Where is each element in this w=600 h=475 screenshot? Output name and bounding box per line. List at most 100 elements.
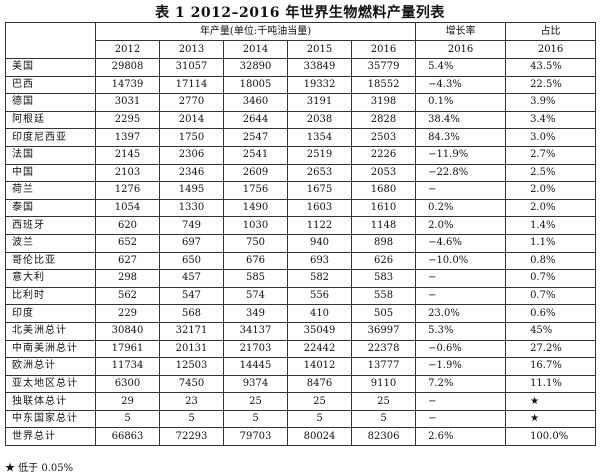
production-value-cell: 2644: [223, 110, 288, 130]
production-value-cell: 23: [159, 392, 224, 411]
growth-rate-cell: −22.8%: [415, 163, 507, 183]
region-name-cell: 世界总计: [5, 427, 96, 447]
growth-rate-cell: −0.6%: [415, 339, 507, 359]
growth-rate-cell: 2.0%: [415, 216, 507, 235]
production-value-cell: 32890: [223, 58, 288, 77]
production-value-cell: 2541: [223, 145, 288, 165]
table-body: 美国 29808 31057 32890 33849 35779 5.4% 43.5% 巴西 14…: [5, 58, 597, 447]
share-cell: ★: [505, 392, 597, 411]
share-cell: ★: [505, 409, 597, 429]
growth-rate-cell: 7.2%: [415, 374, 507, 394]
share-cell: 27.2%: [505, 339, 597, 359]
production-value-cell: 1276: [95, 181, 160, 200]
production-value-cell: 7450: [159, 374, 224, 394]
growth-rate-cell: 38.4%: [415, 110, 507, 130]
region-name-cell: 阿根廷: [5, 110, 96, 130]
production-value-cell: 11734: [95, 357, 160, 376]
production-value-cell: 9374: [223, 374, 288, 394]
production-value-cell: 627: [95, 251, 160, 271]
table-row: 亚太地区总计 6300 7450 9374 8476 9110 7.2% 11.1%: [5, 374, 597, 394]
production-value-cell: 568: [159, 304, 224, 323]
share-cell: 2.0%: [505, 181, 597, 200]
production-value-cell: 3191: [287, 93, 352, 112]
production-value-cell: 22442: [287, 339, 352, 359]
region-name-cell: 独联体总计: [5, 392, 96, 411]
production-value-cell: 2145: [95, 145, 160, 165]
year-header: 2012: [95, 40, 160, 59]
production-value-cell: 1490: [223, 198, 288, 218]
production-value-cell: 12503: [159, 357, 224, 376]
production-value-cell: 29808: [95, 58, 160, 77]
growth-rate-cell: 84.3%: [415, 128, 507, 147]
production-value-cell: 34137: [223, 321, 288, 341]
table-row: 西班牙 620 749 1030 1122 1148 2.0% 1.4%: [5, 216, 597, 235]
production-value-cell: 13777: [350, 357, 417, 376]
production-value-cell: 1495: [159, 181, 224, 200]
growth-rate-cell: −4.6%: [415, 233, 507, 253]
production-value-cell: 626: [350, 251, 417, 271]
production-value-cell: 8476: [287, 374, 352, 394]
production-value-cell: 2519: [287, 145, 352, 165]
production-value-cell: 66863: [95, 427, 160, 447]
production-value-cell: 2306: [159, 145, 224, 165]
region-name-cell: 中国: [5, 163, 96, 183]
year-header: 2014: [223, 40, 288, 59]
region-name-cell: 印度: [5, 304, 96, 323]
region-name-cell: 哥伦比亚: [5, 251, 96, 271]
growth-rate-cell: 5.3%: [415, 321, 507, 341]
table-row: 中南美洲总计 17961 20131 21703 22442 22378 −0.6% 27.2…: [5, 339, 597, 359]
production-value-cell: 574: [223, 286, 288, 306]
share-cell: 0.6%: [505, 304, 597, 323]
production-value-cell: 18005: [223, 75, 288, 95]
year-header: 2016: [350, 40, 417, 59]
production-value-cell: 35779: [350, 58, 417, 77]
production-value-cell: 2770: [159, 93, 224, 112]
production-value-cell: 14445: [223, 357, 288, 376]
production-value-cell: 1675: [287, 181, 352, 200]
production-value-cell: 505: [350, 304, 417, 323]
production-value-cell: 676: [223, 251, 288, 271]
share-cell: 43.5%: [505, 58, 597, 77]
table-row: 比利时 562 547 574 556 558−0.7%: [5, 286, 597, 306]
region-name-cell: 比利时: [5, 286, 96, 306]
growth-rate-cell: 5.4%: [415, 58, 507, 77]
region-name-cell: 泰国: [5, 198, 96, 218]
production-value-cell: 650: [159, 251, 224, 271]
production-value-cell: 17961: [95, 339, 160, 359]
growth-rate-cell: 0.1%: [415, 93, 507, 112]
table-row: 中东国家总计 5 5 5 5 5− ★: [5, 409, 597, 429]
share-cell: 3.0%: [505, 128, 597, 147]
share-year-header: 2016: [505, 40, 597, 59]
region-name-cell: 西班牙: [5, 216, 96, 235]
share-header: 占比: [505, 22, 597, 41]
region-name-cell: 北美洲总计: [5, 321, 96, 341]
production-value-cell: 32171: [159, 321, 224, 341]
growth-rate-cell: −: [415, 409, 507, 429]
production-value-cell: 583: [350, 269, 417, 288]
production-value-cell: 33849: [287, 58, 352, 77]
production-value-cell: 1354: [287, 128, 352, 147]
region-name-cell: 巴西: [5, 75, 96, 95]
production-value-cell: 582: [287, 269, 352, 288]
share-cell: 45%: [505, 321, 597, 341]
production-value-cell: 2053: [350, 163, 417, 183]
growth-header: 增长率: [415, 22, 507, 41]
production-value-cell: 547: [159, 286, 224, 306]
production-value-cell: 2609: [223, 163, 288, 183]
share-cell: 2.5%: [505, 163, 597, 183]
production-value-cell: 2226: [350, 145, 417, 165]
table-row: 印度 229 568 349 410 505 23.0% 0.6%: [5, 304, 597, 323]
table-row: 哥伦比亚 627 650 676 693 626 −10.0% 0.8%: [5, 251, 597, 271]
table-row: 独联体总计 29 23 25 25 25− ★: [5, 392, 597, 411]
production-value-cell: 556: [287, 286, 352, 306]
production-value-cell: 1030: [223, 216, 288, 235]
production-value-cell: 562: [95, 286, 160, 306]
table-row: 世界总计 66863 72293 79703 80024 82306 2.6% 100.0%: [5, 427, 597, 447]
production-value-cell: 1750: [159, 128, 224, 147]
table-row: 法国 2145 2306 2541 2519 2226 −11.9% 2.7%: [5, 145, 597, 165]
growth-rate-cell: −1.9%: [415, 357, 507, 376]
growth-rate-cell: −: [415, 286, 507, 306]
region-name-cell: 法国: [5, 145, 96, 165]
production-value-cell: 20131: [159, 339, 224, 359]
production-value-cell: 9110: [350, 374, 417, 394]
